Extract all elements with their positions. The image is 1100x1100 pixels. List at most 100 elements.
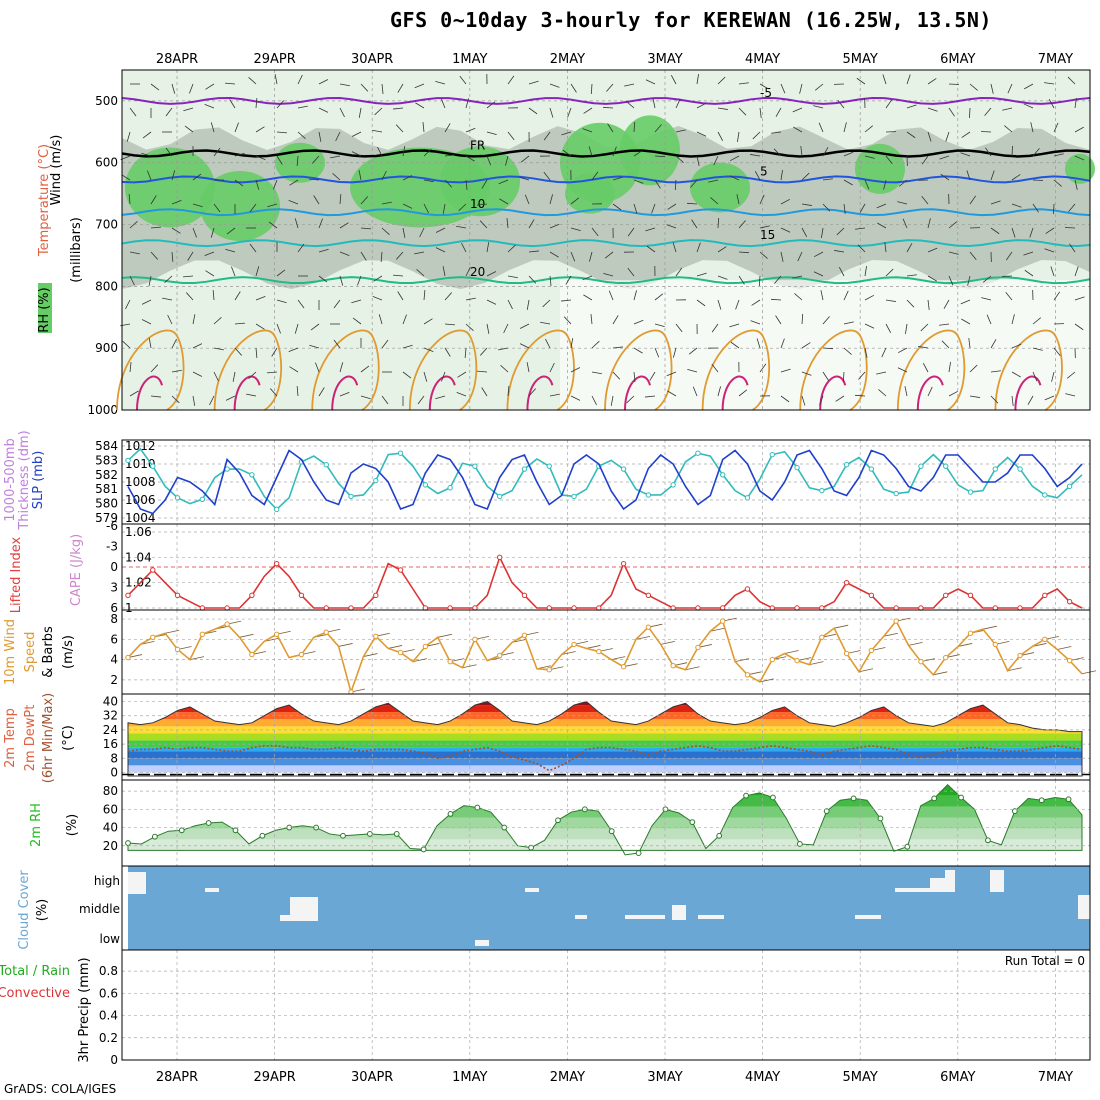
- wind-barb: [818, 122, 824, 133]
- wind-barb: [624, 83, 635, 87]
- wind-barb: [270, 388, 278, 397]
- ylabel-temperature: Temperature (°C): [37, 144, 52, 257]
- wind-barb: [1074, 266, 1079, 277]
- wind-barb: [897, 347, 908, 354]
- wind10m-barb: [586, 645, 601, 649]
- wind-barb: [528, 107, 538, 115]
- isotherm-line: [121, 175, 1091, 184]
- wind-barb: [543, 131, 551, 141]
- wind-barb: [276, 131, 287, 134]
- wind-barb: [690, 179, 698, 188]
- wind-barb: [969, 251, 977, 261]
- wind-barb: [1011, 203, 1022, 208]
- wind-barb: [820, 290, 824, 301]
- wind-barb: [627, 227, 635, 237]
- wind10m-line-marker: [273, 631, 280, 637]
- wind-barb: [927, 131, 932, 142]
- cloud-block: [290, 897, 318, 921]
- wind-barb: [234, 152, 245, 157]
- wind-barb: [380, 251, 383, 262]
- wind-barb: [339, 107, 345, 118]
- wind-barb: [948, 221, 958, 229]
- wind-barb: [150, 364, 159, 373]
- wind-barb: [414, 83, 425, 89]
- wind-barb: [612, 203, 622, 211]
- thickness-tick-label: 584: [95, 439, 118, 453]
- wind-barb: [456, 392, 467, 397]
- thickness-line-marker: [273, 506, 280, 513]
- wind-barb: [920, 323, 929, 332]
- wind-barb: [276, 100, 284, 109]
- thickness-line-marker: [794, 464, 800, 471]
- thickness-tick-label: 580: [95, 497, 118, 511]
- wind-barb: [255, 98, 258, 109]
- wind-barb: [402, 344, 413, 349]
- wind-barb: [205, 270, 215, 277]
- wind-barb: [835, 395, 845, 402]
- wind-barb: [921, 155, 929, 165]
- wind-barb: [626, 395, 635, 404]
- isotherm-label: 20: [470, 265, 485, 279]
- thickness-tick-label: 582: [95, 468, 118, 482]
- wind-barb: [129, 275, 135, 286]
- rh-legend-swatch: [38, 283, 52, 333]
- wind-barb: [125, 299, 131, 310]
- wind-barb: [267, 203, 278, 208]
- wind-barb: [603, 273, 614, 277]
- wind-barb: [583, 294, 593, 301]
- wind-barb: [943, 299, 950, 309]
- wind-barb: [966, 170, 971, 181]
- cloud-block: [855, 915, 881, 919]
- wind-barb: [717, 131, 724, 142]
- wind-barb: [147, 170, 152, 181]
- wind-barb: [780, 338, 785, 349]
- wind-barb: [651, 203, 656, 214]
- thickness-line-marker: [199, 496, 206, 502]
- wind-barb: [465, 155, 475, 162]
- wind-barb: [717, 76, 726, 85]
- wind-barb: [927, 247, 938, 253]
- wind-barb: [402, 314, 407, 325]
- wind-barb: [780, 251, 784, 262]
- wind-barb: [171, 395, 180, 404]
- wind-barb: [444, 323, 455, 326]
- wind-barb: [528, 275, 537, 284]
- wind10m-barb: [735, 658, 750, 663]
- thickness-line-marker: [620, 466, 627, 472]
- thickness-line-marker: [150, 463, 156, 469]
- wind-tick-label: 2: [110, 673, 118, 687]
- wind-barb: [836, 227, 845, 236]
- wind-barb: [289, 366, 299, 373]
- wind-barb: [780, 227, 791, 233]
- wind-barb: [780, 170, 783, 181]
- wind-barb: [192, 203, 203, 208]
- thickness-line-marker: [967, 489, 974, 495]
- lifted-tick-label: -6: [106, 519, 118, 533]
- rh-green-blob: [125, 147, 215, 228]
- wind-barb: [859, 203, 866, 213]
- wind-barb: [402, 371, 412, 379]
- wind-barb: [1051, 371, 1055, 382]
- ylabel-wind10m: Speed: [23, 632, 38, 673]
- wind-barb: [570, 227, 581, 231]
- wind-barb: [423, 148, 432, 157]
- wind-barb: [1011, 371, 1021, 378]
- wind-barb: [1011, 343, 1022, 349]
- wind-barb: [486, 155, 492, 166]
- wind-barb: [416, 269, 425, 277]
- cloud-block: [698, 915, 724, 919]
- cape-line-marker: [249, 592, 255, 599]
- wind-barb: [549, 275, 552, 286]
- wind-barb: [906, 104, 917, 109]
- precip-tick-label: 0.6: [99, 986, 118, 1000]
- precip-tick-label: 0.8: [99, 964, 118, 978]
- wind-barb: [213, 347, 224, 351]
- surface-temp-contour: [213, 329, 283, 411]
- wind-barb: [633, 347, 643, 354]
- wind-barb: [877, 222, 887, 229]
- cloud-block: [945, 870, 955, 892]
- wind-barb: [459, 75, 467, 85]
- cloud-block: [625, 915, 665, 919]
- wind-barb: [843, 290, 849, 301]
- wind-barb: [667, 390, 677, 397]
